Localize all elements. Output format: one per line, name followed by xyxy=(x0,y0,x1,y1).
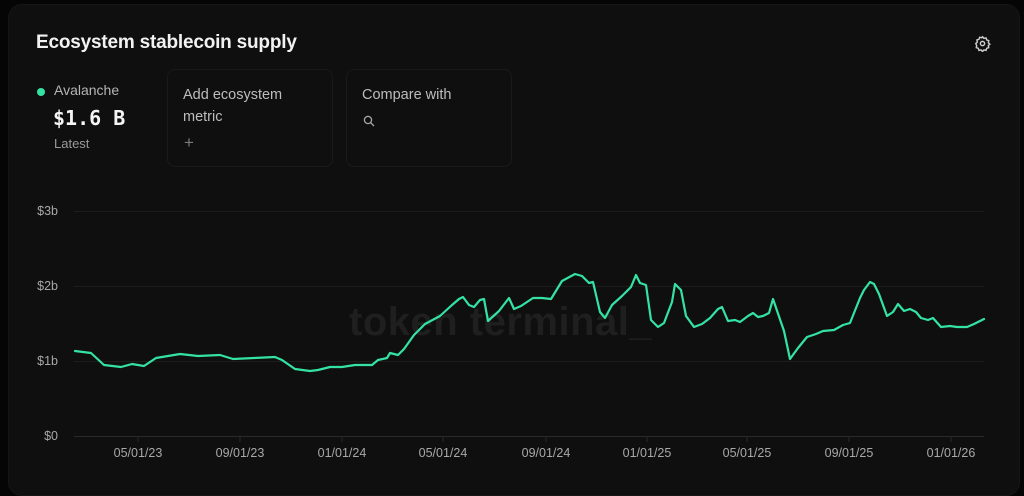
watermark: token terminal_ xyxy=(349,300,653,344)
x-tick-label: 01/01/25 xyxy=(622,446,672,460)
series-name: Avalanche xyxy=(54,82,120,98)
x-tick-label: 05/01/25 xyxy=(722,446,772,460)
plus-icon: + xyxy=(184,133,194,152)
card-title: Ecosystem stablecoin supply xyxy=(36,32,297,53)
y-tick-label: $3b xyxy=(37,204,58,218)
x-tick-label: 05/01/24 xyxy=(418,446,468,460)
y-tick-label: $1b xyxy=(37,354,58,368)
series-color-dot xyxy=(37,88,45,96)
search-icon xyxy=(363,115,375,127)
gear-icon[interactable] xyxy=(974,35,991,52)
x-tick-label: 01/01/24 xyxy=(317,446,367,460)
x-axis-ticks xyxy=(137,436,952,442)
x-tick-label: 09/01/23 xyxy=(215,446,265,460)
x-tick-label: 01/01/26 xyxy=(926,446,976,460)
compare-label: Compare with xyxy=(362,87,452,103)
latest-value: $1.6 B xyxy=(53,106,126,130)
add-metric-label: Add ecosystem metric xyxy=(183,87,283,125)
add-ecosystem-metric-button[interactable]: Add ecosystem metric + xyxy=(167,69,333,167)
latest-caption: Latest xyxy=(54,136,90,151)
gridlines xyxy=(74,211,984,437)
x-tick-label: 05/01/23 xyxy=(113,446,163,460)
y-tick-label: $0 xyxy=(44,429,58,443)
compare-with-input[interactable]: Compare with xyxy=(346,69,512,167)
line-chart[interactable] xyxy=(0,0,1024,478)
y-tick-label: $2b xyxy=(37,279,58,293)
x-tick-label: 09/01/25 xyxy=(824,446,874,460)
x-tick-label: 09/01/24 xyxy=(521,446,571,460)
avalanche-series-line[interactable] xyxy=(73,272,986,373)
